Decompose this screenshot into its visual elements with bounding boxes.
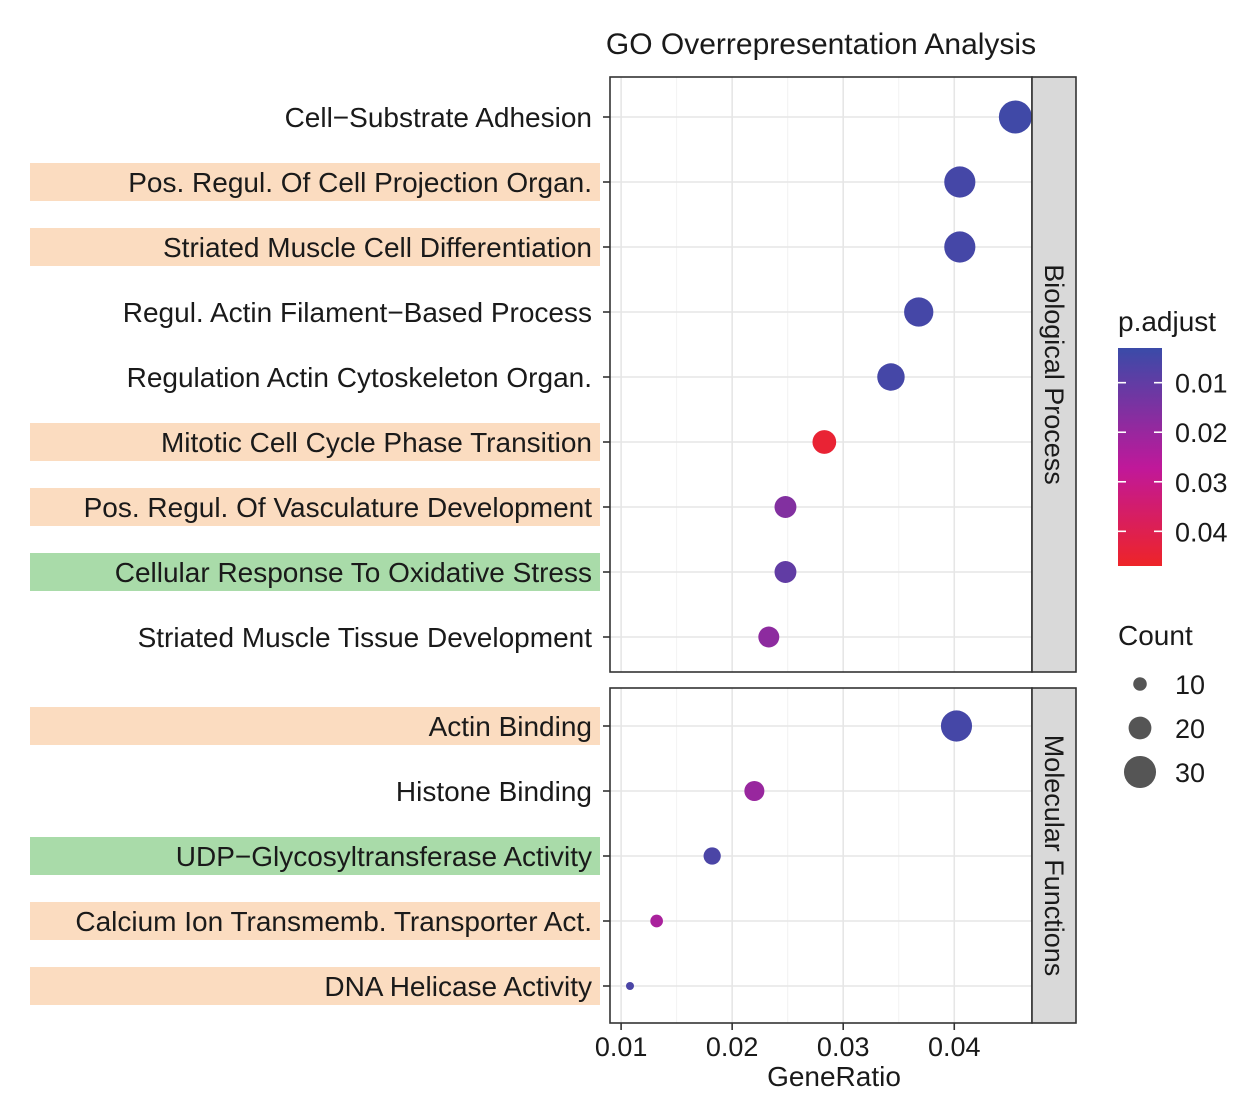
facet-strip	[1031, 687, 1077, 1024]
data-point	[758, 626, 780, 648]
term-label: Pos. Regul. Of Vasculature Development	[84, 492, 593, 523]
term-label: Histone Binding	[396, 776, 592, 807]
color-legend-title: p.adjust	[1118, 306, 1216, 337]
term-highlight-orange	[30, 423, 600, 461]
term-highlight-orange	[30, 488, 600, 526]
color-legend-tick-label: 0.02	[1175, 418, 1228, 448]
term-label: UDP−Glycosyltransferase Activity	[176, 841, 592, 872]
term-highlight-orange	[30, 228, 600, 266]
facet-panels: Biological Process Molecular Functions	[603, 76, 1077, 1024]
term-highlight-orange	[30, 902, 600, 940]
data-point	[998, 100, 1032, 134]
data-point	[877, 363, 905, 391]
data-point	[774, 561, 797, 583]
facet-strip-label: Biological Process	[1039, 264, 1069, 485]
term-highlight-orange	[30, 707, 600, 745]
x-axis-label: GeneRatio	[767, 1061, 901, 1092]
x-tick-label: 0.03	[817, 1032, 870, 1062]
panel-background	[610, 77, 1032, 672]
term-label: Calcium Ion Transmemb. Transporter Act.	[75, 906, 592, 937]
label-highlights	[30, 163, 600, 1005]
term-label: Pos. Regul. Of Cell Projection Organ.	[128, 167, 592, 198]
x-tick-label: 0.04	[928, 1032, 981, 1062]
color-legend-tick-label: 0.01	[1175, 369, 1228, 399]
color-legend-tick-label: 0.04	[1175, 517, 1228, 547]
term-label: Striated Muscle Cell Differentiation	[163, 232, 592, 263]
x-tick-label: 0.01	[595, 1032, 648, 1062]
data-point	[625, 982, 634, 990]
size-legend-key	[1133, 677, 1147, 691]
term-highlight-orange	[30, 163, 600, 201]
facet-strip-label: Molecular Functions	[1039, 735, 1069, 977]
data-point	[940, 710, 973, 742]
size-legend-label: 10	[1175, 670, 1205, 700]
data-point	[904, 297, 934, 327]
term-highlight-green	[30, 837, 600, 875]
facet-strip	[1031, 76, 1077, 673]
data-point	[812, 430, 837, 454]
term-label: Cell−Substrate Adhesion	[285, 102, 592, 133]
facet-panel-2: Molecular Functions	[603, 687, 1077, 1024]
legends: p.adjust 0.01 0.02 0.03 0.04 Count 10 20 30	[1118, 306, 1228, 789]
size-legend-key	[1123, 755, 1157, 789]
term-label: Regul. Actin Filament−Based Process	[123, 297, 592, 328]
data-point	[650, 914, 663, 928]
size-legend-key	[1128, 716, 1152, 740]
term-label: Regulation Actin Cytoskeleton Organ.	[127, 362, 592, 393]
facet-panel-1: Biological Process	[603, 76, 1077, 673]
data-point	[744, 780, 765, 802]
term-highlight-green	[30, 553, 600, 591]
size-legend-title: Count	[1118, 620, 1193, 651]
size-legend-keys: 10 20 30	[1123, 670, 1205, 789]
term-label: Striated Muscle Tissue Development	[138, 622, 593, 653]
data-point	[703, 847, 721, 865]
size-legend-label: 30	[1175, 758, 1205, 788]
size-legend-label: 20	[1175, 714, 1205, 744]
term-label: Cellular Response To Oxidative Stress	[115, 557, 592, 588]
data-point	[944, 166, 976, 198]
x-axis: 0.01 0.02 0.03 0.04	[595, 1023, 981, 1062]
term-label: Actin Binding	[429, 711, 592, 742]
color-legend-bar	[1118, 348, 1162, 566]
x-tick-label: 0.02	[706, 1032, 759, 1062]
term-label: DNA Helicase Activity	[324, 971, 592, 1002]
chart-title: GO Overrepresentation Analysis	[606, 28, 1036, 61]
color-legend-tick-label: 0.03	[1175, 468, 1228, 498]
term-highlight-orange	[30, 967, 600, 1005]
term-label: Mitotic Cell Cycle Phase Transition	[161, 427, 592, 458]
color-legend-ticks: 0.01 0.02 0.03 0.04	[1118, 369, 1228, 547]
data-point	[944, 231, 976, 263]
data-point	[774, 496, 797, 518]
term-labels: Cell−Substrate Adhesion Pos. Regul. Of Ce…	[75, 102, 592, 1002]
